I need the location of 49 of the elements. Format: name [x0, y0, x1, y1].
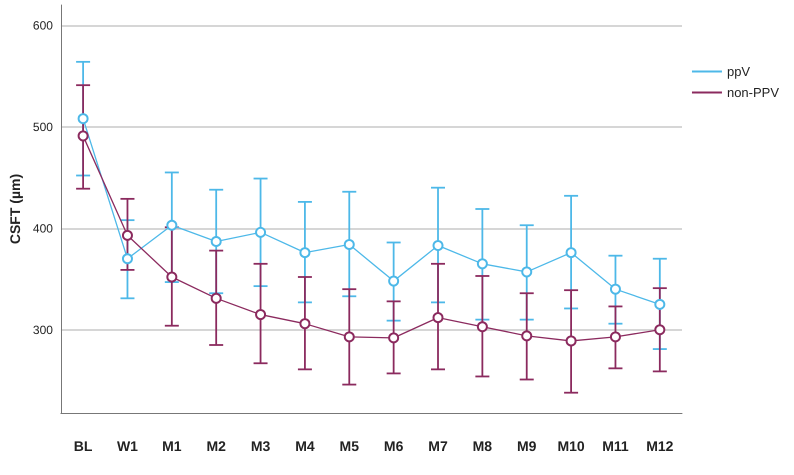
x-tick-label: M5 — [340, 438, 360, 454]
x-tick-label: M12 — [646, 438, 674, 454]
point — [299, 318, 310, 330]
x-tick-label: BL — [74, 438, 93, 454]
point — [476, 321, 488, 332]
y-tick-label: 400 — [32, 221, 54, 236]
x-tick-label: M7 — [428, 438, 448, 454]
point — [566, 335, 577, 346]
point — [78, 130, 89, 142]
x-tick-label: M2 — [206, 438, 226, 454]
x-tick-label: M3 — [250, 438, 270, 454]
point — [654, 298, 666, 310]
point — [78, 113, 89, 124]
point — [432, 312, 444, 324]
x-tick-label: M10 — [557, 438, 585, 454]
x-tick-label: M4 — [295, 438, 315, 454]
point — [344, 239, 355, 250]
x-tick-label: M1 — [162, 438, 182, 454]
x-tick-label: M9 — [517, 438, 537, 454]
point — [344, 331, 355, 342]
point — [255, 226, 266, 238]
y-axis-title: CSFT (µm) — [7, 174, 23, 244]
x-tick-label: W1 — [116, 438, 138, 454]
point — [210, 236, 222, 247]
point — [166, 220, 178, 231]
point — [521, 330, 532, 342]
point — [166, 272, 178, 282]
y-tick-label: 600 — [32, 18, 54, 32]
legend-label: ppV — [726, 64, 750, 79]
point — [432, 240, 444, 252]
point — [388, 332, 400, 344]
point — [210, 292, 222, 304]
x-tick-label: M6 — [384, 438, 404, 454]
point — [521, 266, 532, 278]
point — [476, 258, 488, 270]
point — [610, 284, 621, 295]
y-tick-label: 500 — [32, 120, 54, 134]
point — [654, 324, 666, 336]
legend-label: non-PPV — [726, 85, 780, 100]
point — [255, 309, 266, 320]
y-tick-label: 300 — [32, 322, 54, 337]
point — [299, 247, 310, 258]
x-tick-label: M11 — [602, 438, 629, 454]
point — [566, 247, 577, 258]
point — [122, 230, 133, 241]
point — [122, 253, 133, 264]
point — [610, 331, 621, 342]
x-tick-label: M8 — [472, 438, 492, 454]
point — [388, 276, 400, 287]
